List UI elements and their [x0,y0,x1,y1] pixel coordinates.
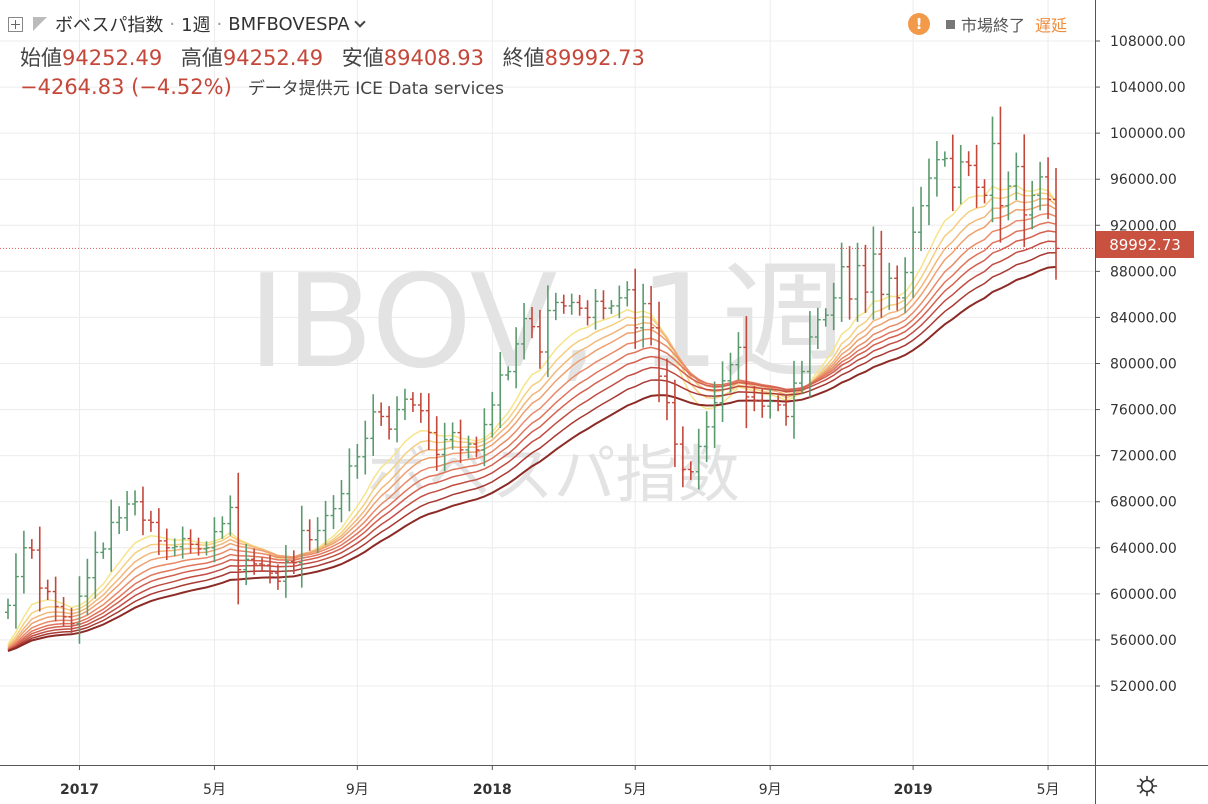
ema-ribbon-line [7,221,1057,651]
y-tick-label: 64000.00 [1110,541,1177,557]
change-row: −4264.83 (−4.52%) データ提供元 ICE Data servic… [20,74,504,99]
separator-dot: · [216,13,223,35]
y-tick-label: 96000.00 [1110,172,1177,188]
open-value: 94252.49 [62,46,163,70]
delay-indicator[interactable]: 遅延 [1035,16,1068,35]
y-tick-label: 76000.00 [1110,403,1177,419]
x-tick-label: 5月 [1037,782,1060,798]
y-tick-label: 60000.00 [1110,587,1177,603]
open-label: 始値 [20,46,62,70]
y-tick-label: 68000.00 [1110,495,1177,511]
symbol-header: ボベスパ指数 · 1週 · BMFBOVESPA [8,10,366,38]
ohlc-values: 始値94252.49 高値94252.49 安値89408.93 終値89992… [20,42,657,72]
interval-label[interactable]: 1週 [181,15,211,36]
close-value: 89992.73 [544,46,645,70]
x-tick-label: 2018 [473,782,512,798]
gear-icon[interactable] [1136,775,1158,797]
last-price-tag: 89992.73 [1096,231,1194,258]
separator-dot: · [169,13,176,35]
market-closed-icon [946,19,955,29]
ema-ribbon-line [7,230,1057,651]
y-tick-label: 52000.00 [1110,679,1177,695]
y-tick-label: 72000.00 [1110,449,1177,465]
y-tick-label: 104000.00 [1110,80,1186,96]
symbol-name[interactable]: ボベスパ指数 [55,15,164,36]
x-tick-label: 5月 [203,782,226,798]
y-tick-label: 92000.00 [1110,218,1177,234]
price-change: −4264.83 (−4.52%) [20,75,232,99]
ema-ribbon-line [7,265,1057,653]
x-tick-label: 2019 [894,782,933,798]
high-label: 高値 [180,46,223,70]
x-tick-label: 9月 [759,782,782,798]
x-tick-label: 5月 [624,782,647,798]
expand-icon[interactable] [8,16,23,32]
y-tick-label: 100000.00 [1110,126,1186,142]
y-tick-label: 80000.00 [1110,357,1177,373]
ema-ribbon-line [7,240,1057,652]
data-source: データ提供元 ICE Data services [247,79,504,99]
y-tick-label: 84000.00 [1110,310,1177,326]
market-status: 市場終了 [961,16,1026,35]
ema-ribbon-line [7,212,1057,650]
ema-ribbon-line [7,251,1057,652]
y-tick-label: 108000.00 [1110,34,1186,50]
market-status-bar: ! 市場終了 遅延 [908,12,1067,36]
y-tick-label: 88000.00 [1110,264,1177,280]
low-label: 安値 [341,46,384,70]
x-tick-label: 2017 [60,782,99,798]
y-tick-label: 56000.00 [1110,633,1177,649]
low-value: 89408.93 [383,46,484,70]
exchange-ticker[interactable]: BMFBOVESPA [228,13,350,35]
close-label: 終値 [502,46,545,70]
x-tick-label: 9月 [346,782,369,798]
warning-icon[interactable]: ! [908,13,930,35]
flag-icon[interactable] [33,17,47,31]
chevron-down-icon[interactable] [353,16,366,28]
high-value: 94252.49 [222,46,324,70]
